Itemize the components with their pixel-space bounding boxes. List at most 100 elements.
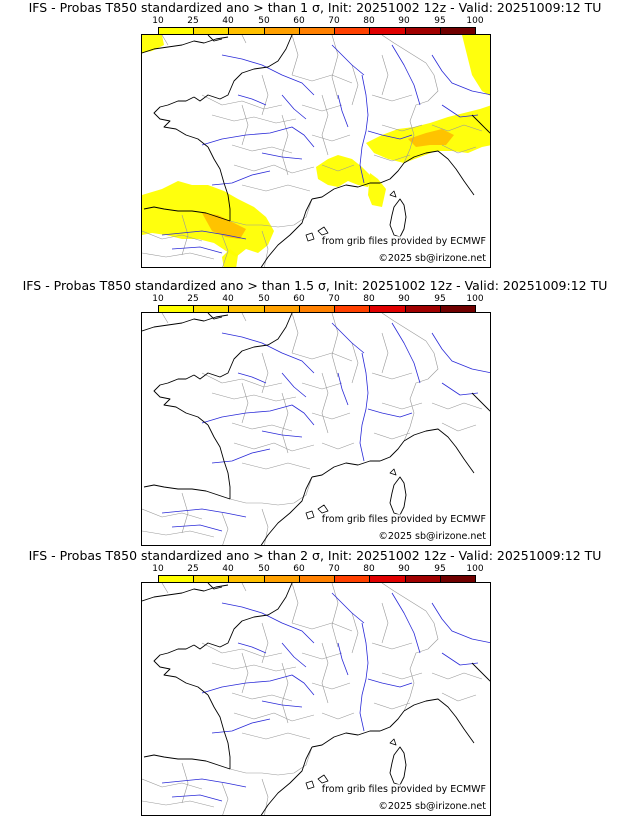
probability-area (142, 35, 164, 53)
coastline (143, 754, 231, 770)
admin-border (281, 662, 289, 724)
legend-swatch-1 (159, 576, 195, 583)
river (171, 246, 223, 254)
admin-border (441, 422, 477, 432)
admin-border (233, 164, 315, 174)
france-map: from grib files provided by ECMWF ©2025 … (141, 312, 491, 546)
coastline (142, 36, 229, 54)
coastline (207, 583, 223, 590)
island-coastline (389, 190, 397, 198)
legend-tick-40: 40 (222, 16, 234, 26)
island-coastline (317, 774, 329, 784)
river (281, 642, 307, 668)
panel-title: IFS - Probas T850 standardized ano > tha… (28, 0, 602, 15)
legend-swatch-6 (335, 306, 371, 313)
river (367, 678, 413, 688)
island-coastline (389, 468, 397, 476)
admin-border (201, 372, 283, 388)
river (431, 332, 490, 374)
river (261, 700, 303, 708)
river (391, 44, 421, 106)
river (367, 130, 413, 140)
legend-labels: 10 25 40 50 60 70 80 90 95 100 (152, 16, 483, 26)
river (221, 602, 315, 644)
legend-tick-60: 60 (293, 16, 305, 26)
legend-tick-50: 50 (258, 564, 270, 574)
copyright-credit: ©2025 sb@irizone.net (378, 801, 486, 812)
coastline (153, 96, 209, 148)
admin-border (161, 583, 169, 594)
legend-tick-40: 40 (222, 294, 234, 304)
admin-border (351, 64, 359, 106)
admin-border (211, 662, 297, 672)
admin-border (321, 642, 329, 704)
river (237, 642, 267, 654)
river (211, 170, 271, 186)
admin-border (241, 382, 249, 424)
probability-area (222, 249, 238, 267)
legend-tick-90: 90 (398, 16, 410, 26)
island-coastline (305, 780, 315, 790)
coastline (403, 698, 475, 744)
legend-tick-70: 70 (328, 564, 340, 574)
admin-border (161, 35, 169, 46)
river (221, 54, 315, 96)
island-coastline (317, 226, 329, 236)
coastline (193, 583, 293, 650)
legend-tick-60: 60 (293, 294, 305, 304)
river (171, 794, 223, 802)
river (201, 674, 315, 696)
admin-border (321, 442, 355, 450)
admin-border (261, 74, 269, 116)
river (201, 126, 315, 148)
legend-swatch-4 (264, 576, 300, 583)
coastline (207, 313, 223, 320)
admin-border (201, 642, 283, 658)
admin-border (381, 54, 389, 96)
legend-swatch-9 (440, 28, 475, 35)
river (431, 602, 490, 644)
map-panel-1-sigma: IFS - Probas T850 standardized ano > tha… (0, 0, 630, 270)
coastline (260, 198, 313, 267)
admin-border (231, 692, 293, 702)
admin-border (403, 340, 439, 442)
coastline (143, 484, 231, 500)
admin-border (311, 134, 351, 142)
coastline (311, 440, 405, 478)
legend-tick-10: 10 (152, 16, 164, 26)
admin-border (373, 702, 411, 710)
admin-border (241, 732, 311, 740)
admin-border (261, 508, 269, 545)
admin-border (373, 154, 411, 162)
river (359, 352, 369, 462)
legend-swatch-3 (229, 576, 265, 583)
coastline (207, 35, 223, 42)
admin-border (371, 372, 413, 380)
admin-border (142, 530, 215, 538)
river (237, 94, 267, 106)
admin-border (261, 622, 269, 664)
legend-swatch-8 (405, 306, 441, 313)
river (201, 404, 315, 426)
admin-border (371, 94, 413, 102)
legend-swatch-2 (194, 576, 230, 583)
legend-tick-70: 70 (328, 294, 340, 304)
admin-border (403, 62, 439, 164)
coastline (207, 146, 231, 221)
legend-swatch-6 (335, 28, 371, 35)
legend-tick-10: 10 (152, 294, 164, 304)
data-source-credit: from grib files provided by ECMWF (321, 514, 486, 525)
river (391, 592, 421, 654)
legend-tick-80: 80 (363, 564, 375, 574)
coastline (153, 374, 209, 426)
legend-tick-70: 70 (328, 16, 340, 26)
river (391, 322, 421, 384)
admin-border (381, 124, 423, 132)
river (161, 778, 247, 788)
admin-border (229, 746, 313, 776)
admin-border (321, 164, 355, 172)
legend-swatch-8 (405, 28, 441, 35)
admin-border (331, 583, 339, 648)
river (431, 54, 490, 96)
admin-border (291, 313, 299, 354)
